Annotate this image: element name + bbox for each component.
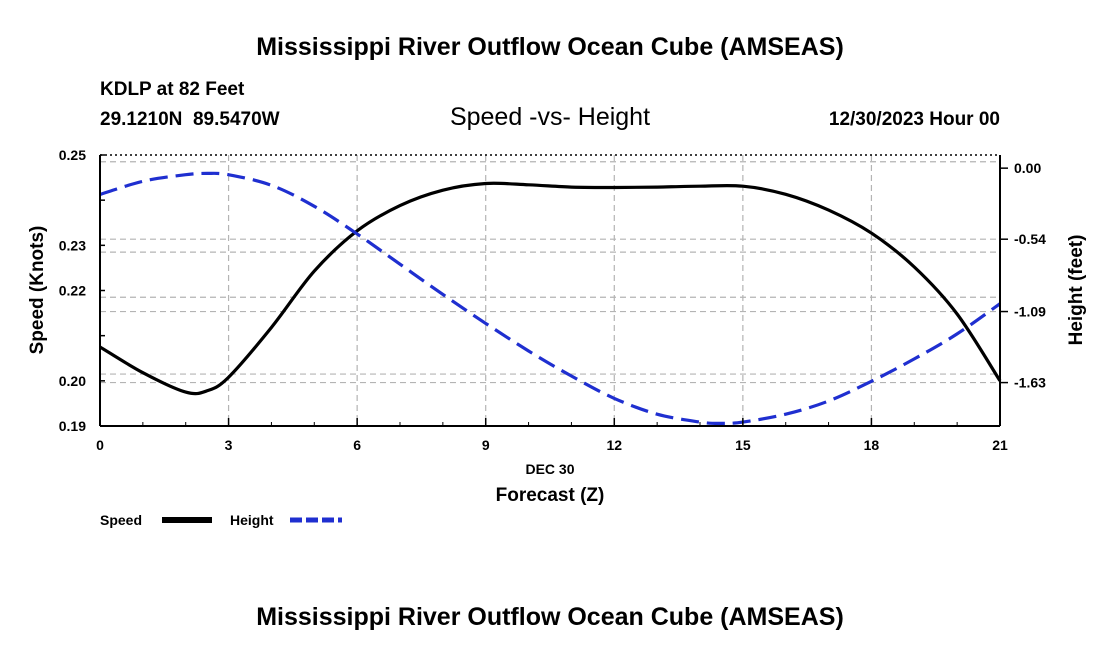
series-layer — [99, 171, 1002, 426]
grid-lines — [100, 154, 1000, 426]
x-tick-label: 12 — [606, 437, 622, 453]
datetime: 12/30/2023 Hour 00 — [829, 109, 1000, 130]
right-ticks: 0.00 -0.54 -1.09 -1.63 — [1000, 160, 1046, 391]
x-axis-day-label: DEC 30 — [525, 461, 574, 477]
legend: Speed Height — [100, 512, 342, 528]
x-tick-label: 3 — [225, 437, 233, 453]
series-line-speed — [99, 181, 1002, 396]
right-tick-label: -1.09 — [1014, 304, 1046, 320]
main-title: Mississippi River Outflow Ocean Cube (AM… — [256, 33, 844, 61]
x-axis-label: Forecast (Z) — [496, 485, 605, 506]
chart-title: Speed -vs- Height — [450, 103, 650, 131]
legend-speed-label: Speed — [100, 512, 142, 528]
right-tick-label: 0.00 — [1014, 160, 1041, 176]
x-tick-label: 21 — [992, 437, 1008, 453]
x-tick-label: 18 — [864, 437, 880, 453]
footer-title: Mississippi River Outflow Ocean Cube (AM… — [256, 603, 844, 631]
x-ticks: 0 3 6 9 12 15 18 21 — [96, 418, 1008, 453]
left-tick-label: 0.25 — [59, 147, 86, 163]
y-left-axis-label: Speed (Knots) — [27, 226, 48, 355]
station-label: KDLP at 82 Feet — [100, 79, 245, 100]
right-tick-label: -0.54 — [1014, 231, 1046, 247]
left-ticks: 0.19 0.20 0.22 0.23 0.25 — [59, 147, 105, 434]
right-tick-label: -1.63 — [1014, 375, 1046, 391]
plot-background — [100, 155, 1000, 426]
x-tick-label: 6 — [353, 437, 361, 453]
left-tick-label: 0.23 — [59, 237, 86, 253]
left-tick-label: 0.22 — [59, 283, 86, 299]
left-tick-label: 0.20 — [59, 373, 86, 389]
x-tick-label: 0 — [96, 437, 104, 453]
x-tick-label: 15 — [735, 437, 751, 453]
series-line-height — [99, 171, 1001, 426]
legend-height-label: Height — [230, 512, 274, 528]
x-tick-label: 9 — [482, 437, 490, 453]
left-tick-label: 0.19 — [59, 418, 86, 434]
station-coords: 29.1210N 89.5470W — [100, 109, 280, 130]
plot-area: 0 3 6 9 12 15 18 21 0.19 0.20 0.22 0.23 0.25 0.00 -0… — [59, 147, 1046, 453]
y-right-axis-label: Height (feet) — [1066, 235, 1087, 346]
